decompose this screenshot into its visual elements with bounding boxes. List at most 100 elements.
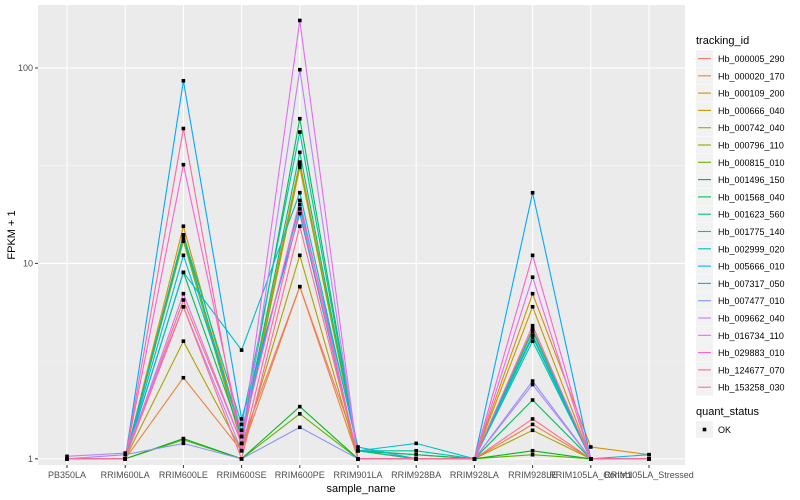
legend-label: Hb_153258_030 <box>718 383 785 393</box>
data-point <box>123 451 127 455</box>
data-point <box>530 422 535 427</box>
x-tick-label: RRIM600LA <box>101 470 150 480</box>
data-point <box>181 236 186 240</box>
data-point <box>530 333 535 337</box>
data-point <box>181 126 186 131</box>
data-point <box>530 329 535 333</box>
x-tick-label: RRIM928LA <box>450 470 499 480</box>
legend-label: Hb_000666_040 <box>718 106 785 116</box>
data-point <box>181 298 186 302</box>
data-point <box>181 339 186 343</box>
y-tick-label: 100 <box>18 63 33 73</box>
x-tick-label: RRIM600SE <box>217 470 267 480</box>
legend-label: Hb_000796_110 <box>718 141 784 151</box>
data-point <box>298 116 302 121</box>
data-point <box>298 404 302 409</box>
data-point <box>589 457 593 461</box>
data-point <box>414 441 418 446</box>
data-point <box>530 304 535 309</box>
data-point <box>298 165 302 170</box>
data-point <box>298 412 302 416</box>
data-point <box>181 436 186 441</box>
data-point <box>298 18 302 23</box>
data-point <box>530 448 535 453</box>
data-point <box>298 253 302 258</box>
data-point <box>239 348 244 352</box>
y-axis-title: FPKM + 1 <box>6 210 18 259</box>
x-tick-label: RRIM928LE <box>508 470 557 480</box>
legend-label: Hb_005666_010 <box>718 262 785 272</box>
x-tick-label: RRIM105LA_Stressed <box>604 470 694 480</box>
data-point <box>414 448 418 453</box>
grid-minor <box>38 165 685 362</box>
x-tick-label: RRIM928BA <box>391 470 441 480</box>
shape-legend-label: OK <box>718 425 731 435</box>
data-point <box>530 452 535 457</box>
shape-legend-key <box>702 427 707 432</box>
data-point <box>530 382 535 387</box>
legend-label: Hb_002999_020 <box>718 244 785 254</box>
shape-legend: quant_status OK <box>696 406 759 438</box>
data-point <box>298 284 302 289</box>
data-point <box>530 339 535 343</box>
legend-title: tracking_id <box>696 35 749 47</box>
data-point <box>239 434 244 439</box>
data-point <box>298 190 302 195</box>
x-tick-label: RRIM105LA_Control <box>549 470 632 480</box>
data-point <box>472 457 477 461</box>
data-points <box>65 18 651 461</box>
legend-label: Hb_001496_150 <box>718 175 785 185</box>
data-point <box>181 375 186 380</box>
data-point <box>65 454 69 459</box>
data-point <box>530 327 535 332</box>
legend-label: Hb_000109_200 <box>718 89 785 99</box>
data-point <box>647 452 651 457</box>
data-point <box>530 335 535 339</box>
data-point <box>181 270 186 275</box>
data-point <box>530 323 535 328</box>
x-axis-ticks: PB350LA RRIM600LA RRIM600LE RRIM600SE RRIM60… <box>48 465 694 480</box>
data-point <box>181 253 186 258</box>
legend-label: Hb_016734_110 <box>718 331 784 341</box>
data-point <box>181 233 186 237</box>
data-point <box>530 428 535 433</box>
data-point <box>181 224 186 229</box>
y-axis-ticks: 1 10 100 <box>18 63 38 464</box>
data-point <box>298 224 302 229</box>
color-legend: tracking_id Hb_000005_290 Hb_000020_170 Hb… <box>696 35 785 396</box>
legend-label: Hb_007477_010 <box>718 296 785 306</box>
data-point <box>589 445 593 449</box>
y-tick-label: 10 <box>23 258 33 268</box>
data-point <box>298 211 302 216</box>
data-point <box>298 130 302 134</box>
data-point <box>298 202 302 207</box>
data-point <box>239 441 244 446</box>
x-axis-title: sample_name <box>326 483 395 495</box>
legend-label: Hb_000742_040 <box>718 123 785 133</box>
data-point <box>530 379 535 383</box>
legend-label: Hb_009662_040 <box>718 314 785 324</box>
legend-label: Hb_001775_140 <box>718 227 785 237</box>
data-point <box>181 78 186 83</box>
data-point <box>181 441 186 446</box>
data-point <box>181 304 186 309</box>
x-tick-label: RRIM600LE <box>159 470 208 480</box>
data-point <box>181 291 186 296</box>
legend-label: Hb_001568_040 <box>718 192 785 202</box>
data-point <box>239 417 244 421</box>
data-point <box>530 190 535 195</box>
legend-label: Hb_000815_010 <box>718 158 785 168</box>
data-point <box>181 239 186 243</box>
data-point <box>298 160 302 164</box>
data-point <box>530 291 535 296</box>
data-point <box>239 448 244 453</box>
data-point <box>530 275 535 280</box>
data-point <box>530 417 535 421</box>
data-point <box>414 457 418 461</box>
data-point <box>530 398 535 402</box>
data-point <box>239 422 244 427</box>
data-point <box>298 207 302 211</box>
y-tick-label: 1 <box>28 454 33 464</box>
legend-label: Hb_124677_070 <box>718 365 785 375</box>
